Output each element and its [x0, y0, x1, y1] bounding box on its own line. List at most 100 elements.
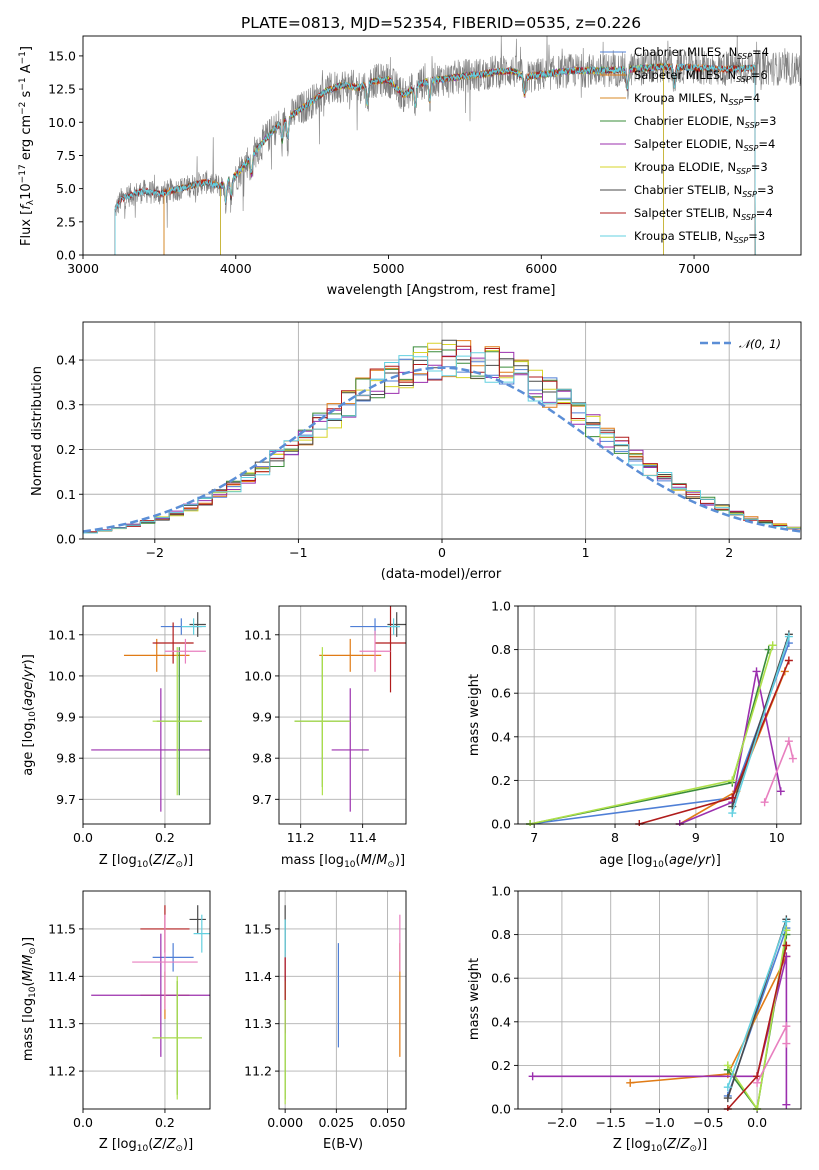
spectrum-ticks: 3000 4000 5000 6000 7000 0.0 2.5 5.0 7.5 10.0 12.5… — [48, 48, 710, 276]
weight-marker — [782, 1022, 791, 1031]
x-tick-label: 11.2 — [287, 830, 315, 845]
mass-vs-z-panel: 0.0 0.2 11.2 11.3 11.4 11.5 — [48, 890, 211, 1130]
y-tick-label: 0.0 — [491, 817, 511, 832]
y-tick-label: 9.7 — [252, 792, 272, 807]
weight-marker — [528, 1072, 537, 1081]
mass_vs_ebv-points — [284, 905, 401, 1105]
mass-z-ylabel: mass [log10(M/M⊙)] — [21, 937, 38, 1061]
y-tick-label: 11.4 — [48, 969, 76, 984]
x-tick-label: 11.4 — [349, 830, 377, 845]
x-tick-label: 7000 — [678, 261, 710, 276]
residuals-xlabel: (data-model)/error — [381, 567, 502, 582]
y-tick-label: 0.3 — [56, 397, 76, 412]
weight-age-ylabel: mass weight — [467, 674, 482, 756]
y-tick-label: 11.2 — [244, 1064, 272, 1079]
weight-marker — [782, 1039, 791, 1048]
model-spectrum-line — [114, 62, 756, 255]
x-tick-label: 9 — [692, 830, 700, 845]
weight-marker — [723, 1083, 732, 1092]
legend-label: Kroupa MILES, NSSP=4 — [634, 91, 760, 107]
x-tick-label: −2.0 — [547, 1115, 577, 1130]
errorbar-point — [375, 606, 406, 693]
y-tick-label: 9.8 — [252, 751, 272, 766]
y-tick-label: 11.3 — [48, 1016, 76, 1031]
residuals-axes-frame — [82, 321, 802, 540]
residual-histogram — [83, 352, 801, 535]
age_vs_Z-frame — [82, 605, 211, 825]
x-tick-label: 0.050 — [370, 1115, 406, 1130]
weight-marker — [728, 793, 737, 802]
age-z-xlabel: Z [log10(Z/Z⊙)] — [99, 853, 193, 870]
weight-marker — [768, 641, 777, 650]
age-vs-z-panel: 0.0 0.2 9.7 9.8 9.9 10.0 10.1 — [48, 605, 211, 845]
weight-marker — [723, 1061, 732, 1070]
errorbar-point — [152, 943, 194, 972]
legend-label: Salpeter ELODIE, NSSP=4 — [634, 137, 775, 153]
spectrum-ylabel: Flux [fλ10−17 erg cm−2 s−1 A−1] — [18, 46, 36, 246]
mass_vs_Z-points — [91, 905, 210, 1100]
weight-marker — [782, 917, 791, 926]
model-spectrum-line — [220, 63, 664, 255]
weight-marker — [723, 1094, 732, 1103]
errorbar-point — [123, 638, 190, 672]
weight-marker — [784, 737, 793, 746]
y-tick-label: 10.0 — [48, 115, 76, 130]
y-tick-label: 0.6 — [491, 971, 511, 986]
y-tick-label: 0.1 — [56, 487, 76, 502]
errorbar-point — [189, 905, 206, 934]
residuals-ylabel: Normed distribution — [30, 366, 45, 496]
age_vs_Z-grid — [82, 606, 210, 824]
y-tick-label: 10.1 — [48, 627, 76, 642]
weight-marker — [784, 656, 793, 665]
mass-z-xlabel: Z [log10(Z/Z⊙)] — [99, 1137, 193, 1154]
weight-marker — [626, 1078, 635, 1087]
age_vs_Z-ticks: 0.0 0.2 9.7 9.8 9.9 10.0 10.1 — [48, 627, 175, 845]
mass_vs_ebv-frame — [278, 890, 407, 1110]
model-spectrum-line — [114, 63, 756, 255]
age_vs_mass-points — [294, 606, 406, 812]
weight-marker — [788, 754, 797, 763]
y-tick-label: 0.0 — [56, 532, 76, 547]
weight-vs-z-panel: −2.0 −1.5 −1.0 −0.5 0.0 0.0 0.2 0.4 0.6 0.8 1.0 — [491, 884, 802, 1130]
age-mass-xlabel: mass [log10(M/M⊙)] — [281, 853, 405, 870]
model-spectrum-line — [220, 63, 664, 255]
errorbar-point — [319, 638, 382, 672]
x-tick-label: 5000 — [373, 261, 405, 276]
legend-label: Chabrier MILES, NSSP=4 — [634, 45, 769, 61]
x-tick-label: 2 — [725, 545, 733, 560]
legend-label: Chabrier ELODIE, NSSP=3 — [634, 114, 776, 130]
y-tick-label: 5.0 — [56, 181, 76, 196]
x-tick-label: 0.025 — [318, 1115, 354, 1130]
weight_vs_age-frame — [517, 605, 802, 825]
weight-series-line — [763, 738, 794, 803]
x-tick-label: 7 — [530, 830, 538, 845]
y-tick-label: 0.4 — [491, 1014, 511, 1029]
y-tick-label: 11.5 — [244, 921, 272, 936]
y-tick-label: 12.5 — [48, 82, 76, 97]
model-spectrum-line — [220, 63, 664, 255]
x-tick-label: 0.2 — [155, 830, 175, 845]
residuals-panel: −2 −1 0 1 2 0.0 0.1 0.2 0.3 0.4 (data-model)/erro… — [30, 321, 802, 582]
gaussian-legend-label: 𝒩(0, 1) — [739, 337, 781, 351]
errorbar-point — [91, 933, 210, 1057]
y-tick-label: 9.8 — [56, 751, 76, 766]
x-tick-label: −1.0 — [644, 1115, 674, 1130]
y-tick-label: 11.3 — [244, 1016, 272, 1031]
spectrum-legend: Chabrier MILES, NSSP=4 Salpeter MILES, NS… — [600, 45, 776, 245]
age-z-ylabel: age [log10(age/yr)] — [21, 654, 38, 776]
errorbar-point — [152, 976, 202, 1100]
weight-series-line — [727, 921, 788, 1088]
age_vs_mass-frame — [278, 605, 407, 825]
y-tick-label: 7.5 — [56, 148, 76, 163]
x-tick-label: 6000 — [525, 261, 557, 276]
y-tick-label: 0.2 — [491, 773, 511, 788]
y-tick-label: 15.0 — [48, 48, 76, 63]
mass_vs_ebv-ticks: 0.000 0.025 0.050 11.2 11.3 11.4 11.5 — [244, 921, 405, 1130]
mass_vs_Z-grid — [82, 891, 210, 1109]
spectrum-axes-frame — [82, 35, 802, 256]
x-tick-label: 0 — [438, 545, 446, 560]
y-tick-label: 0.8 — [491, 927, 511, 942]
weight-series-line — [731, 634, 790, 807]
x-tick-label: 10 — [769, 830, 785, 845]
